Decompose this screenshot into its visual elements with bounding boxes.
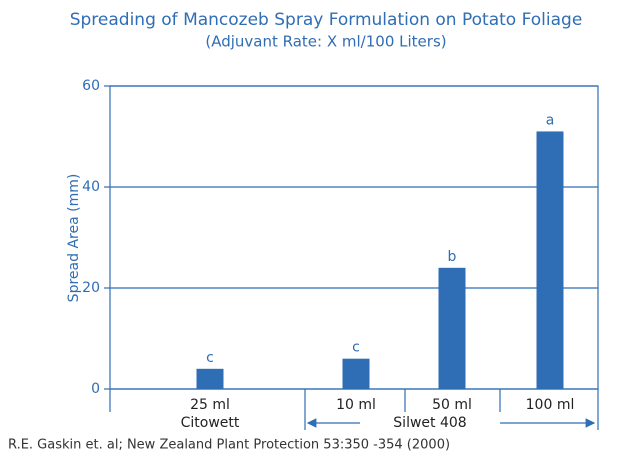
x-tick-label: 50 ml bbox=[432, 397, 472, 413]
y-tick-label: 40 bbox=[82, 179, 100, 195]
source-note: R.E. Gaskin et. al; New Zealand Plant Pr… bbox=[8, 438, 450, 453]
significance-letter: c bbox=[352, 340, 360, 356]
x-tick-label: 100 ml bbox=[526, 397, 575, 413]
bar bbox=[536, 131, 564, 389]
bar bbox=[342, 358, 370, 389]
significance-letter: b bbox=[448, 249, 457, 265]
chart-title: Spreading of Mancozeb Spray Formulation … bbox=[70, 10, 583, 30]
x-tick-label: 10 ml bbox=[336, 397, 376, 413]
group-label: Citowett bbox=[181, 415, 240, 431]
y-tick-label: 20 bbox=[82, 280, 100, 296]
category-separators bbox=[109, 389, 599, 430]
chart-subtitle: (Adjuvant Rate: X ml/100 Liters) bbox=[205, 33, 446, 51]
y-axis-label: Spread Area (mm) bbox=[66, 174, 82, 303]
y-tick-label: 0 bbox=[91, 381, 100, 397]
significance-letter: c bbox=[206, 350, 214, 366]
significance-letter: a bbox=[546, 112, 555, 128]
group-label: Silwet 408 bbox=[393, 415, 466, 431]
x-tick-label: 25 ml bbox=[190, 397, 230, 413]
bar bbox=[196, 368, 224, 389]
y-tick-label: 60 bbox=[82, 78, 100, 94]
bar bbox=[438, 267, 466, 389]
